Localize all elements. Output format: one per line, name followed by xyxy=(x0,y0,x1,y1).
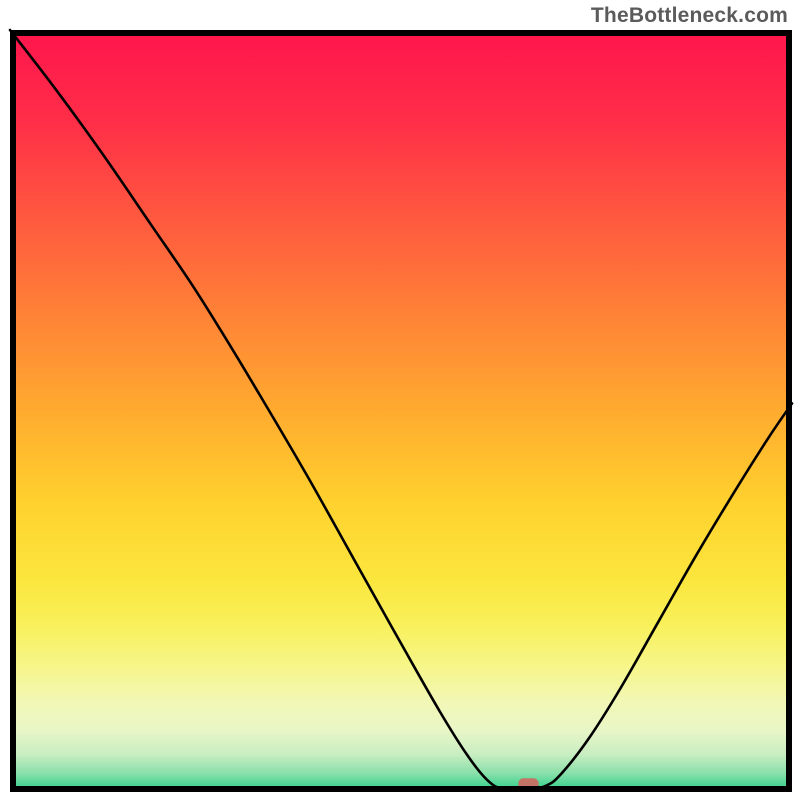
watermark-text: TheBottleneck.com xyxy=(591,4,788,28)
bottleneck-chart xyxy=(0,0,800,800)
chart-background xyxy=(10,30,792,792)
